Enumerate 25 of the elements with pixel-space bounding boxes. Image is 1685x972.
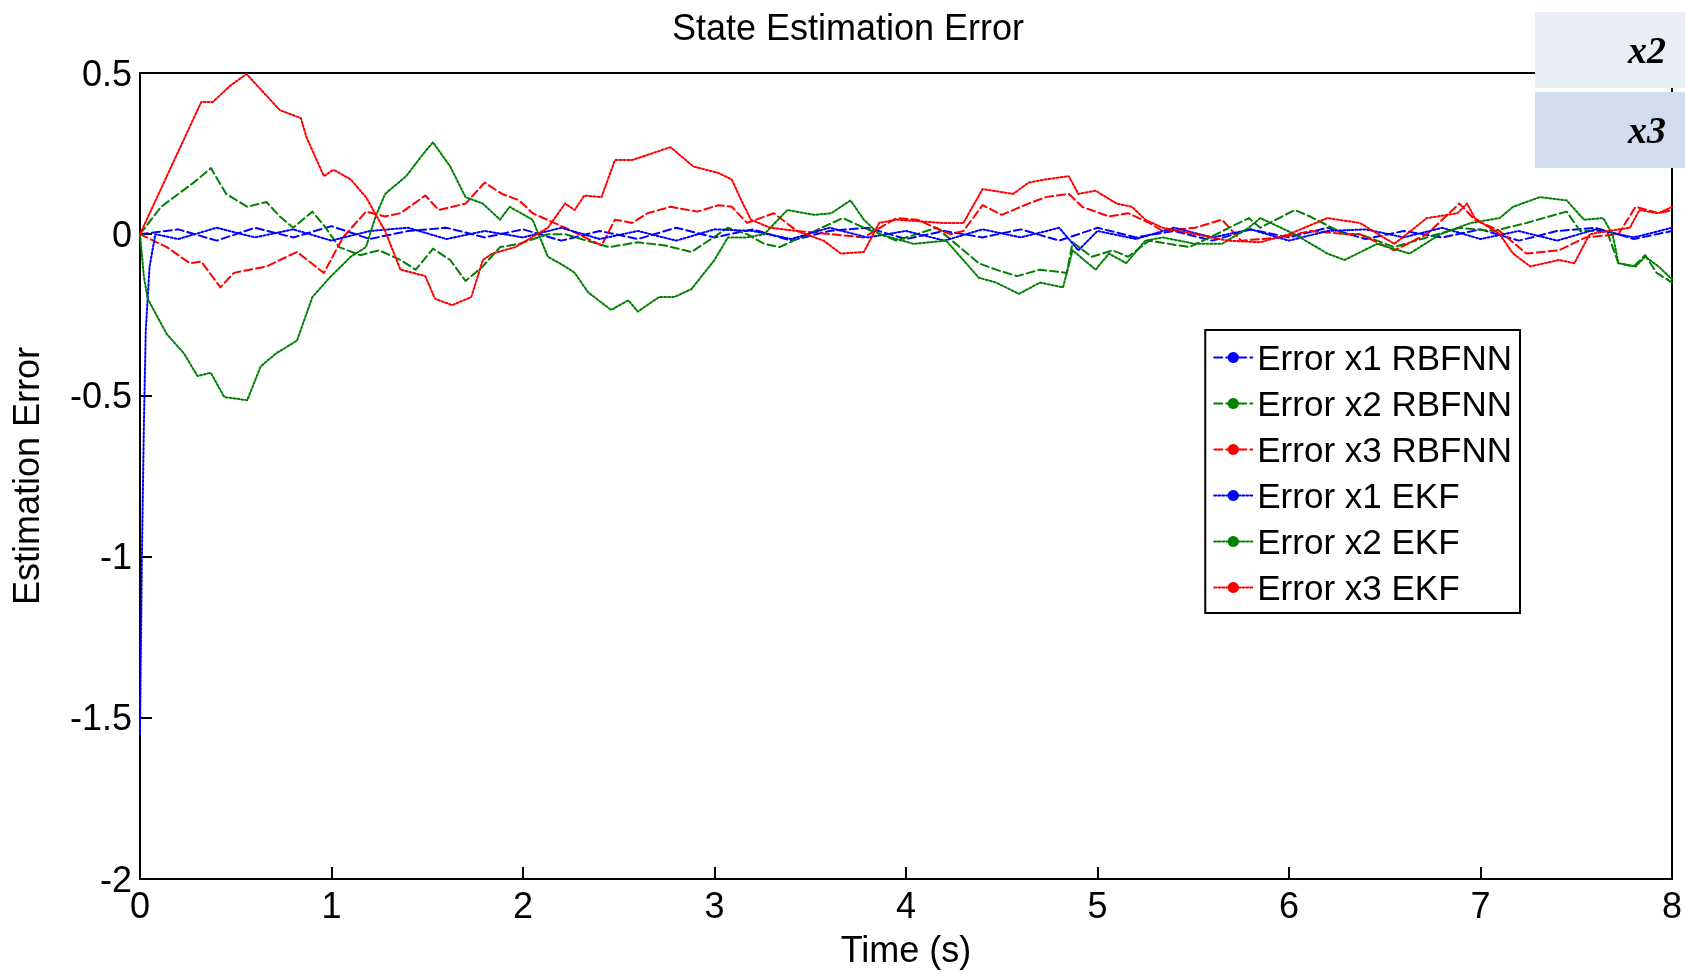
chart-title: State Estimation Error bbox=[671, 6, 1025, 48]
x-tick-label: 6 bbox=[1278, 884, 1300, 926]
x-tick-label: 2 bbox=[512, 884, 534, 926]
annotation: x3 bbox=[1627, 109, 1666, 151]
x-axis-title: Time (s) bbox=[840, 928, 972, 970]
x-tick-label: 8 bbox=[1661, 884, 1682, 926]
y-tick-label: 0 bbox=[111, 213, 132, 255]
y-tick-label: 0.5 bbox=[81, 52, 132, 94]
x-tick-label: 4 bbox=[895, 884, 917, 926]
legend-label: Error x1 RBFNN bbox=[1257, 338, 1513, 377]
legend-label: Error x3 EKF bbox=[1257, 568, 1460, 607]
legend-label: Error x3 RBFNN bbox=[1257, 430, 1513, 469]
text: x2 bbox=[1627, 29, 1666, 71]
legend-label: Error x2 EKF bbox=[1257, 522, 1460, 561]
x-tick-label: 3 bbox=[704, 884, 725, 926]
y-tick-label: -1.5 bbox=[69, 697, 132, 739]
x-tick-label: 5 bbox=[1087, 884, 1108, 926]
y-tick-label: -1 bbox=[99, 536, 132, 578]
x-tick-label: 7 bbox=[1470, 884, 1491, 926]
y-tick-label: -0.5 bbox=[69, 374, 132, 416]
legend-label: Error x1 EKF bbox=[1257, 476, 1460, 515]
y-axis-title: Estimation Error bbox=[5, 346, 47, 606]
x-tick-label: 1 bbox=[321, 884, 342, 926]
legend-label: Error x2 RBFNN bbox=[1257, 384, 1513, 423]
y-tick-label: -2 bbox=[99, 858, 132, 900]
